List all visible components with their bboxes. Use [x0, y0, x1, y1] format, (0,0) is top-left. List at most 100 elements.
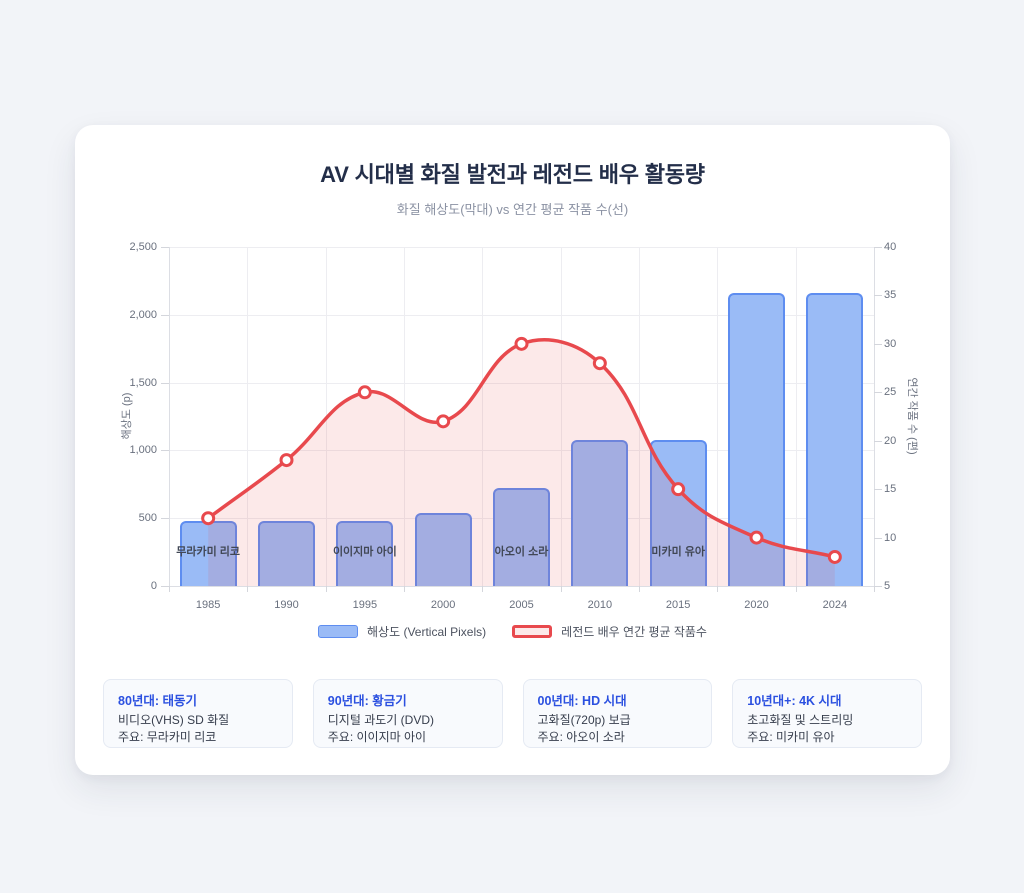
bar-2005 [493, 488, 550, 586]
chart-legend: 해상도 (Vertical Pixels) 레전드 배우 연간 평균 작품수 [75, 623, 950, 640]
x-axis-tick [404, 586, 405, 592]
y-axis-right-tick [874, 586, 882, 587]
y-axis-right-tick-label: 10 [884, 531, 897, 544]
era-card-line1-1: 디지털 과도기 (DVD) [327, 713, 434, 727]
y-axis-left-tick-label: 0 [150, 580, 157, 592]
x-axis-label-2015: 2015 [665, 599, 691, 611]
line-point-2010 [592, 356, 607, 371]
gridline-vertical [874, 247, 875, 586]
era-card-line1-3: 초고화질 및 스트리밍 [747, 713, 854, 727]
x-axis-tick [325, 586, 327, 592]
gridline-vertical [247, 247, 249, 586]
gridline-vertical [482, 247, 484, 586]
chart-title: AV 시대별 화질 발전과 레전드 배우 활동량 [320, 162, 705, 187]
bar-legend-swatch [318, 625, 358, 638]
era-card-title-3: 10년대+: 4K 시대 [747, 694, 842, 708]
y-axis-left-tick-label: 2,000 [129, 308, 157, 321]
x-axis-tick [247, 586, 249, 592]
gridline-vertical [169, 247, 170, 586]
chart-subtitle: 화질 해상도(막대) vs 연간 평균 작품 수(선) [396, 202, 629, 217]
x-axis-tick [482, 586, 484, 592]
line-point-2005 [514, 336, 529, 351]
y-axis-left-tick [161, 518, 169, 520]
bar-2010 [571, 439, 629, 586]
line-legend-swatch [512, 625, 553, 638]
bar-label-4: 아오이 소라 [494, 546, 549, 558]
era-card-title-0: 80년대: 태동기 [118, 694, 198, 708]
x-axis-label-2000: 2000 [430, 599, 456, 611]
legend-label-1: 레전드 배우 연간 평균 작품수 [561, 625, 707, 639]
x-axis-tick [874, 586, 875, 592]
gridline-horizontal [169, 586, 874, 587]
gridline-horizontal [169, 314, 874, 316]
bar-1990 [258, 520, 315, 586]
y-axis-right-tick-label: 30 [884, 337, 897, 350]
bar-2024 [806, 293, 864, 586]
x-axis-label-2024: 2024 [822, 599, 848, 611]
gridline-vertical [404, 247, 405, 586]
y-axis-right-tick-label: 40 [884, 241, 897, 253]
chart-card: AV 시대별 화질 발전과 레전드 배우 활동량 화질 해상도(막대) vs 연… [75, 125, 950, 775]
y-axis-right-tick-label: 35 [884, 289, 897, 302]
gridline-vertical [795, 247, 797, 586]
x-axis-tick [795, 586, 797, 592]
y-axis-right-tick-label: 20 [884, 434, 897, 447]
era-card-line1-0: 비디오(VHS) SD 화질 [118, 713, 230, 727]
y-axis-left-tick-label: 500 [138, 512, 157, 525]
line-point-2000 [436, 414, 451, 429]
gridline-vertical [717, 247, 719, 586]
era-card-title-2: 00년대: HD 시대 [537, 694, 627, 708]
era-card-title-1: 90년대: 황금기 [327, 694, 407, 708]
gridline-vertical [325, 247, 327, 586]
x-axis-tick [169, 586, 170, 592]
x-axis-label-1990: 1990 [274, 599, 299, 611]
y-axis-left-tick [161, 450, 169, 452]
y-axis-right-tick-label: 5 [884, 580, 891, 592]
line-point-1995 [357, 385, 372, 400]
y-axis-left-tick [161, 586, 169, 587]
era-card-line1-2: 고화질(720p) 보급 [537, 713, 631, 727]
x-axis-label-2020: 2020 [744, 599, 769, 611]
y-axis-right-tick [874, 247, 882, 248]
era-card-line2-0: 주요: 무라카미 리코 [118, 730, 217, 745]
x-axis-label-1985: 1985 [195, 599, 221, 611]
gridline-vertical [560, 247, 562, 586]
y-axis-right-tick [874, 295, 882, 297]
y-axis-right-tick [874, 343, 882, 345]
x-axis-label-2010: 2010 [587, 599, 613, 611]
y-axis-left-tick [161, 247, 169, 248]
x-axis-tick [560, 586, 562, 592]
gridline-horizontal [169, 247, 874, 248]
gridline-vertical [639, 247, 640, 586]
bar-2000 [414, 512, 472, 586]
legend-label-0: 해상도 (Vertical Pixels) [367, 625, 487, 639]
bar-label-0: 무라카미 리코 [176, 546, 241, 558]
era-card-line2-1: 주요: 이이지마 아이 [327, 730, 427, 745]
bar-label-6: 미카미 유아 [651, 546, 705, 558]
legend-item-bars[interactable]: 해상도 (Vertical Pixels) [318, 623, 486, 640]
era-card-line2-3: 주요: 미카미 유아 [747, 730, 835, 745]
y-axis-right-tick [874, 440, 882, 442]
y-axis-right-tick [874, 537, 882, 539]
legend-item-line[interactable]: 레전드 배우 연간 평균 작품수 [512, 623, 707, 640]
x-axis-tick [717, 586, 719, 592]
y-axis-left-tick [161, 314, 169, 316]
era-card-line2-2: 주요: 아오이 소라 [537, 730, 625, 745]
y-axis-left-tick-label: 1,000 [129, 444, 157, 457]
y-axis-right-tick-label: 25 [884, 386, 897, 399]
y-axis-right-tick [874, 392, 882, 394]
x-axis-tick [639, 586, 640, 592]
y-axis-right-tick-label: 15 [884, 483, 897, 496]
y-axis-left-tick-label: 1,500 [129, 376, 157, 389]
bar-2015 [649, 439, 707, 586]
line-point-1990 [279, 453, 294, 468]
bar-2020 [728, 293, 785, 586]
x-axis-label-1995: 1995 [352, 599, 378, 611]
y-axis-left-tick [161, 382, 169, 384]
